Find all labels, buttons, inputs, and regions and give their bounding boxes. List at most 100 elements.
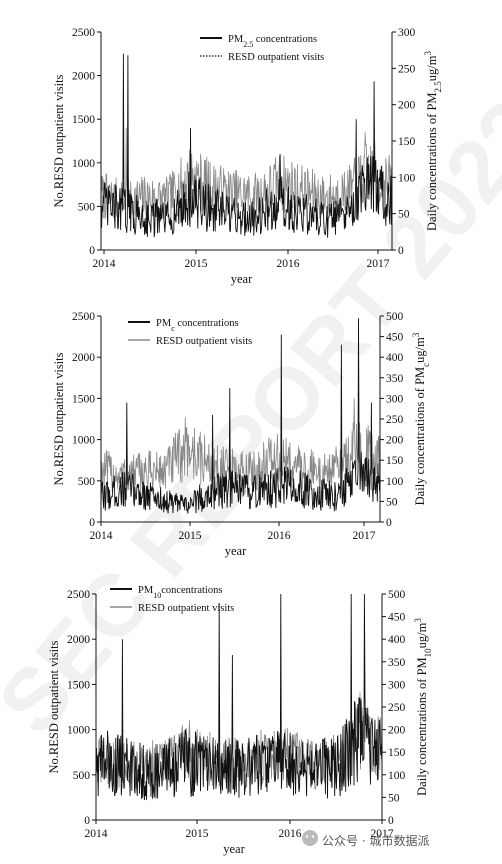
- y-left-tick-label: 1000: [67, 725, 90, 737]
- x-tick-label: 2014: [93, 258, 116, 270]
- y-right-tick-label: 350: [388, 657, 406, 669]
- x-tick-label: 2016: [277, 258, 300, 270]
- x-axis-title: year: [225, 544, 247, 558]
- y-right-tick-label: 150: [386, 455, 404, 467]
- legend-label: RESD outpatient visits: [138, 603, 234, 614]
- y-left-tick-label: 1000: [72, 435, 95, 447]
- legend-label-0-part-2: concentrations: [175, 318, 239, 329]
- legend-label: PM10concentrations: [138, 585, 222, 600]
- y-left-tick-label: 500: [78, 201, 96, 213]
- y-right-tick-label: 300: [398, 27, 416, 39]
- legend-label-0-part-1: 2.5: [243, 40, 253, 49]
- footer-text: 公众号 · 城市数据派: [322, 834, 430, 848]
- y-axis-left-title: No.RESD outpatient visits: [47, 640, 61, 773]
- y-right-tick-label: 300: [386, 393, 404, 405]
- legend-label-1-part-0: RESD outpatient visits: [228, 52, 324, 63]
- y-axis-right-title-part-2: ug/m: [425, 55, 439, 81]
- legend-label-0-part-1: 10: [153, 591, 161, 600]
- y-right-tick-label: 450: [386, 332, 404, 344]
- legend-label-1-part-0: RESD outpatient visits: [156, 336, 252, 347]
- y-axis-right-title-part-3: 3: [413, 618, 423, 623]
- y-right-tick-label: 200: [398, 100, 416, 112]
- y-axis-right-title-part-0: Daily concentrations of PM: [413, 367, 427, 506]
- y-axis-right-title-part-1: 10: [423, 648, 433, 658]
- y-left-tick-label: 0: [89, 517, 95, 529]
- y-left-tick-label: 2500: [72, 27, 95, 39]
- y-right-tick-label: 500: [386, 311, 404, 323]
- y-axis-right-title-part-1: c: [421, 363, 431, 367]
- y-right-tick-label: 250: [398, 63, 416, 75]
- legend-label-0-part-0: PM: [228, 34, 244, 45]
- chart-panel-2: 0500100015002000250005010015020025030035…: [52, 311, 431, 558]
- legend: PM2.5 concentrations RESD outpatient visi…: [200, 34, 324, 63]
- y-left-tick-label: 0: [84, 815, 90, 827]
- y-left-tick-label: 2500: [67, 589, 90, 601]
- y-right-tick-label: 400: [386, 352, 404, 364]
- legend-label-0-part-0: PM: [138, 585, 154, 596]
- y-axis-right-title-part-3: 3: [411, 332, 421, 337]
- x-tick-label: 2017: [371, 828, 394, 840]
- chart-panel-1: 0 500 1000 1500 2000 2500 0 50 100 150 200 250 300 20…: [52, 27, 443, 286]
- y-right-tick-label: 100: [386, 476, 404, 488]
- y-left-tick-label: 0: [89, 245, 95, 257]
- legend-label-0-part-2: concentrations: [161, 585, 222, 596]
- y-right-tick-label: 50: [398, 209, 410, 221]
- y-left-tick-label: 1500: [67, 679, 90, 691]
- y-right-tick-label: 250: [388, 702, 406, 714]
- x-axis-title: year: [231, 272, 253, 286]
- x-tick-label: 2014: [90, 530, 113, 542]
- y-right-tick-label: 250: [386, 414, 404, 426]
- x-tick-label: 2015: [179, 530, 202, 542]
- y-right-tick-label: 350: [386, 373, 404, 385]
- series-line-pm-concentration: [100, 318, 381, 514]
- y-left-tick-label: 1500: [72, 393, 95, 405]
- y-left-tick-label: 2000: [72, 71, 95, 83]
- y-right-tick-label: 450: [388, 612, 406, 624]
- wechat-icon: [302, 830, 318, 846]
- y-right-tick-label: 400: [388, 634, 406, 646]
- legend-label-0-part-2: concentrations: [253, 34, 317, 45]
- y-left-tick-label: 2500: [72, 311, 95, 323]
- y-axis-right-title: Daily concentrations of PM2.5ug/m3: [423, 51, 443, 231]
- y-right-tick-label: 100: [388, 770, 406, 782]
- y-axis-right-title-part-0: Daily concentrations of PM: [415, 657, 429, 796]
- legend-label: PMc concentrations: [156, 318, 239, 333]
- y-right-tick-label: 150: [388, 747, 406, 759]
- y-axis-right-title: Daily concentrations of PMcug/m3: [411, 332, 431, 505]
- legend-label: PM2.5 concentrations: [228, 34, 317, 49]
- legend-label: RESD outpatient visits: [228, 52, 324, 63]
- legend-label-0-part-0: PM: [156, 318, 172, 329]
- series-line-outpatient-visits: [100, 127, 393, 223]
- x-tick-label: 2015: [186, 828, 209, 840]
- y-right-tick-label: 0: [386, 517, 392, 529]
- y-axis-right-title-part-2: ug/m: [413, 337, 427, 363]
- y-axis-right-title-part-3: 3: [423, 51, 433, 56]
- y-left-tick-label: 1500: [72, 114, 95, 126]
- legend: PMc concentrations RESD outpatient visits: [128, 318, 252, 347]
- x-tick-label: 2016: [268, 530, 291, 542]
- y-right-tick-label: 0: [398, 245, 404, 257]
- x-tick-label: 2017: [367, 258, 390, 270]
- legend-label-1-part-0: RESD outpatient visits: [138, 603, 234, 614]
- y-axis-right-title-part-0: Daily concentrations of PM: [425, 92, 439, 231]
- y-right-tick-label: 150: [398, 136, 416, 148]
- x-axis-title: year: [223, 842, 245, 856]
- y-axis-right-title: Daily concentrations of PM10ug/m3: [413, 618, 433, 796]
- y-left-tick-label: 500: [78, 476, 96, 488]
- x-tick-label: 2014: [85, 828, 108, 840]
- y-axis-left-title: No.RESD outpatient visits: [52, 352, 66, 485]
- y-left-tick-label: 2000: [72, 352, 95, 364]
- y-right-tick-label: 50: [386, 496, 398, 508]
- y-right-tick-label: 200: [386, 435, 404, 447]
- x-tick-label: 2015: [185, 258, 208, 270]
- y-axis-left-title: No.RESD outpatient visits: [52, 74, 66, 207]
- series-line-pm-concentration: [95, 593, 383, 801]
- y-right-tick-label: 500: [388, 589, 406, 601]
- chart-panels: 0500100015002000250005010015020025030020…: [47, 27, 443, 856]
- legend-label: RESD outpatient visits: [156, 336, 252, 347]
- legend: PM10concentrations RESD outpatient visits: [110, 585, 234, 614]
- x-tick-label: 2016: [279, 828, 302, 840]
- y-left-tick-label: 500: [73, 770, 91, 782]
- legend-label-0-part-1: c: [171, 324, 175, 333]
